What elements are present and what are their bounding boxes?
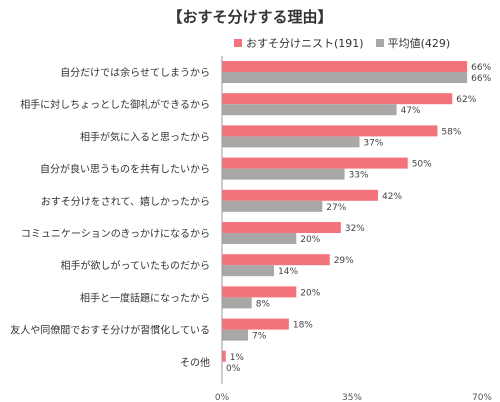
bar-series-1 xyxy=(222,93,452,104)
data-label-series-1: 20% xyxy=(300,288,320,298)
x-tick-label: 0% xyxy=(215,393,230,402)
category-label: 自分が良い思うものを共有したいから xyxy=(40,163,210,176)
bar-series-1 xyxy=(222,125,437,136)
category-label: 相手に対しちょっとした御礼ができるから xyxy=(20,98,210,111)
bar-series-2 xyxy=(222,265,274,276)
x-tick-label: 35% xyxy=(342,393,362,402)
bar-series-1 xyxy=(222,222,341,233)
bar-series-1 xyxy=(222,351,226,362)
bar-series-2 xyxy=(222,72,467,83)
data-label-series-1: 62% xyxy=(456,95,476,105)
data-label-series-1: 1% xyxy=(230,353,245,363)
bar-series-1 xyxy=(222,61,467,72)
data-label-series-2: 33% xyxy=(349,171,369,181)
bar-series-2 xyxy=(222,297,252,308)
data-label-series-1: 18% xyxy=(293,321,313,331)
x-tick-label: 70% xyxy=(472,393,492,402)
data-label-series-2: 7% xyxy=(252,332,267,342)
data-label-series-1: 50% xyxy=(412,160,432,170)
category-label: コミュニケーションのきっかけになるから xyxy=(21,228,210,240)
data-label-series-1: 29% xyxy=(334,256,354,266)
category-label: 友人や同僚間でおすそ分けが習慣化している xyxy=(10,324,210,337)
bar-series-1 xyxy=(222,286,296,297)
data-label-series-2: 8% xyxy=(256,299,271,309)
bar-series-2 xyxy=(222,169,345,180)
data-label-series-2: 14% xyxy=(278,267,298,277)
data-label-series-1: 66% xyxy=(471,63,491,73)
data-label-series-2: 47% xyxy=(401,106,421,116)
bar-series-2 xyxy=(222,233,296,244)
data-label-series-2: 27% xyxy=(326,203,346,213)
category-label: 相手が欲しがっていたものだから xyxy=(61,259,211,272)
category-label: 相手が気に入ると思ったから xyxy=(80,130,210,143)
bar-series-2 xyxy=(222,201,322,212)
data-label-series-1: 42% xyxy=(382,192,402,202)
data-label-series-2: 0% xyxy=(226,364,241,374)
bar-series-1 xyxy=(222,158,408,169)
data-label-series-2: 20% xyxy=(300,235,320,245)
bar-series-1 xyxy=(222,254,330,265)
category-label: おすそ分けをされて、嬉しかったから xyxy=(41,195,210,208)
category-label: 相手と一度話題になったから xyxy=(80,291,210,304)
category-label: 自分だけでは余らせてしまうから xyxy=(60,66,210,79)
data-label-series-2: 66% xyxy=(471,74,491,84)
bar-series-1 xyxy=(222,319,289,330)
data-label-series-1: 32% xyxy=(345,224,365,234)
data-label-series-1: 58% xyxy=(441,127,461,137)
bar-series-2 xyxy=(222,136,359,147)
bar-series-1 xyxy=(222,190,378,201)
category-label: その他 xyxy=(180,356,210,369)
bar-series-2 xyxy=(222,104,397,115)
bar-series-2 xyxy=(222,330,248,341)
data-label-series-2: 37% xyxy=(363,138,383,148)
